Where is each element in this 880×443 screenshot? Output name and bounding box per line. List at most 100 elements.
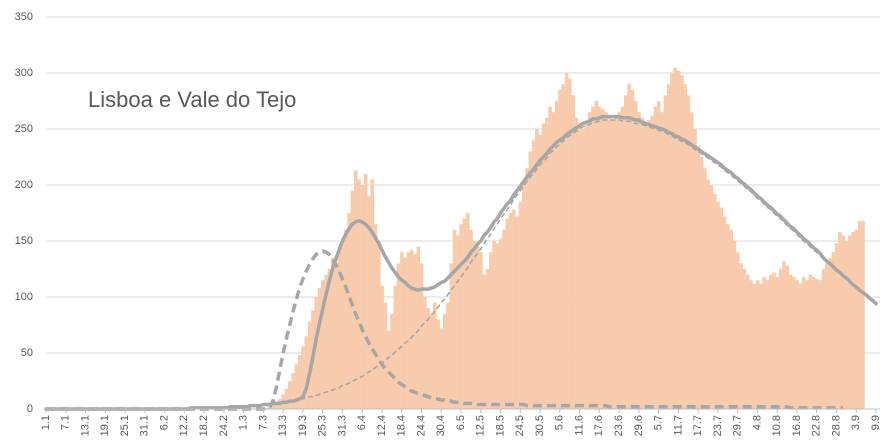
- bar: [815, 279, 819, 409]
- bar: [564, 73, 569, 409]
- y-tick-label: 200: [15, 179, 33, 191]
- bar: [452, 229, 457, 409]
- bar: [271, 404, 276, 409]
- bar: [861, 220, 865, 409]
- bar: [512, 209, 516, 409]
- bar: [788, 274, 793, 409]
- bar: [400, 252, 404, 409]
- bar: [561, 84, 566, 409]
- bar: [370, 179, 375, 409]
- bar: [548, 106, 552, 409]
- bar: [666, 84, 671, 409]
- bar: [413, 254, 417, 409]
- bar: [265, 407, 269, 409]
- bar: [390, 313, 394, 409]
- bar: [426, 308, 431, 409]
- bar: [568, 78, 572, 409]
- y-tick-label: 100: [15, 291, 33, 303]
- bar: [439, 328, 444, 409]
- bar: [706, 179, 710, 409]
- x-tick-label: 18.5: [494, 415, 506, 436]
- bar: [456, 235, 460, 409]
- bar: [755, 280, 760, 409]
- bar: [301, 346, 305, 409]
- bar: [472, 241, 477, 409]
- x-tick-label: 24.4: [415, 415, 427, 436]
- bar: [719, 207, 724, 409]
- bar: [297, 355, 302, 409]
- bar: [446, 302, 450, 409]
- y-tick-label: 250: [15, 123, 33, 135]
- bar: [673, 67, 678, 410]
- bar: [834, 243, 839, 409]
- bar: [712, 193, 717, 409]
- x-tick-label: 1.1: [40, 415, 52, 430]
- bar: [762, 276, 766, 409]
- bar: [722, 216, 727, 409]
- bar: [383, 302, 388, 409]
- x-tick-label: 17.7: [692, 415, 704, 436]
- bar: [515, 216, 519, 409]
- bar: [696, 145, 701, 410]
- bar: [656, 101, 661, 409]
- bar: [752, 283, 757, 409]
- bar: [489, 252, 493, 409]
- bar: [304, 336, 309, 409]
- bar: [597, 106, 602, 409]
- bar: [353, 170, 358, 409]
- y-tick-label: 50: [21, 347, 33, 359]
- bars: [265, 67, 865, 410]
- x-tick-label: 7.3: [257, 415, 269, 430]
- x-tick-label: 29.7: [732, 415, 744, 436]
- x-tick-label: 29.6: [633, 415, 645, 436]
- bar: [459, 224, 463, 409]
- bar: [350, 190, 355, 409]
- bar: [637, 112, 641, 409]
- x-tick-label: 4.8: [751, 415, 763, 430]
- bar: [726, 224, 730, 409]
- bar: [851, 232, 855, 409]
- y-tick-label: 0: [27, 403, 33, 415]
- bar: [502, 229, 506, 409]
- x-tick-label: 16.8: [791, 415, 803, 436]
- bar: [574, 117, 579, 410]
- bar: [689, 112, 694, 409]
- bar: [795, 280, 799, 409]
- bar: [831, 252, 836, 409]
- bar: [647, 120, 651, 409]
- bar: [406, 252, 411, 409]
- bar: [330, 257, 335, 409]
- bar: [600, 108, 605, 409]
- bar: [393, 285, 398, 409]
- bar: [360, 185, 365, 409]
- bar: [699, 157, 704, 409]
- bar: [716, 201, 720, 409]
- bar: [732, 241, 737, 409]
- x-tick-label: 11.7: [672, 415, 684, 436]
- bar: [686, 95, 691, 410]
- bar: [462, 218, 467, 409]
- bar: [854, 229, 859, 409]
- bar: [680, 75, 684, 410]
- bar: [584, 123, 589, 410]
- bar: [633, 101, 638, 409]
- bar: [801, 276, 806, 409]
- chart-title: Lisboa e Vale do Tejo: [88, 87, 296, 112]
- bar: [841, 235, 846, 409]
- x-tick-label: 13.3: [277, 415, 289, 436]
- bar: [857, 220, 862, 409]
- bar: [442, 313, 447, 409]
- bar: [617, 112, 622, 409]
- bar: [551, 112, 556, 409]
- bar: [624, 95, 628, 410]
- bar: [436, 319, 440, 409]
- x-tick-label: 31.1: [139, 415, 151, 436]
- bar: [344, 229, 348, 409]
- x-tick-label: 5.7: [653, 415, 665, 430]
- bar: [838, 232, 842, 409]
- bar: [373, 224, 378, 409]
- y-tick-label: 350: [15, 11, 33, 23]
- bar: [525, 168, 529, 409]
- bar: [587, 112, 592, 409]
- bar: [317, 288, 322, 409]
